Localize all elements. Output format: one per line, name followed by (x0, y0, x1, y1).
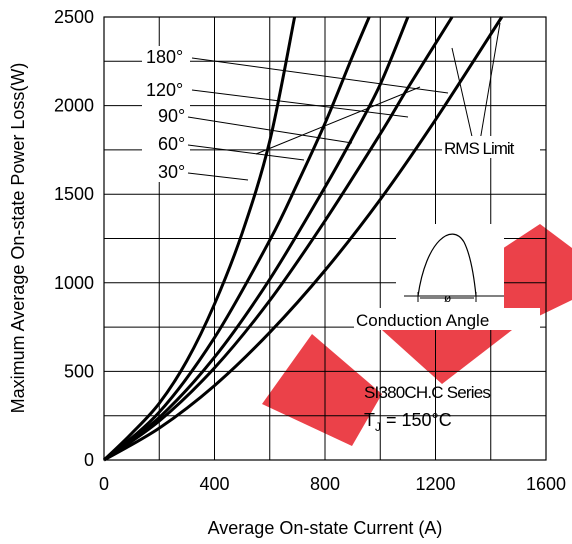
series-line-180 (103, 16, 504, 462)
watermark-e-bar (262, 334, 382, 446)
rms-leader-3 (479, 22, 501, 142)
conduction-angle-label: Conduction Angle (356, 311, 489, 330)
conduction-label-bg (354, 308, 540, 330)
rms-label-bg (442, 136, 540, 158)
inset-phi: ø (444, 291, 452, 305)
tj-label: TJ = 150°C (364, 410, 452, 434)
x-tick-label: 800 (310, 474, 340, 494)
y-tick-label: 2000 (54, 96, 94, 116)
x-tick-label: 1200 (415, 474, 455, 494)
label-bg (142, 46, 190, 182)
rms-limit-annotation: RMS Limit (255, 22, 540, 158)
inset-half-sine (417, 233, 477, 297)
series-name: SI380CH.C Series (364, 383, 490, 402)
y-axis-label: Maximum Average On-state Power Loss(W) (8, 63, 28, 414)
curves (102, 16, 504, 462)
y-tick-label: 1000 (54, 273, 94, 293)
y-axis-ticks: 0 500 1000 1500 2000 2500 (54, 7, 94, 470)
y-tick-label: 500 (64, 361, 94, 381)
leader-60 (187, 144, 305, 161)
y-tick-label: 0 (84, 450, 94, 470)
rms-leader-1 (255, 86, 421, 155)
leader-90 (187, 116, 353, 144)
series-line-90 (103, 16, 410, 462)
conduction-angle-inset: ø Conduction Angle (354, 224, 540, 330)
label-120: 120° (146, 80, 183, 100)
series-line-30 (102, 16, 297, 462)
plot-area (103, 16, 547, 461)
label-180: 180° (146, 47, 183, 67)
label-60: 60° (158, 134, 185, 154)
rms-limit-label: RMS Limit (444, 139, 515, 158)
series-line-120 (103, 16, 454, 462)
y-tick-label: 2500 (54, 7, 94, 27)
leader-180 (191, 57, 449, 94)
x-axis-label: Average On-state Current (A) (208, 518, 443, 538)
x-axis-ticks: 0 400 800 1200 1600 (99, 474, 566, 494)
rms-leader-2 (451, 47, 474, 142)
x-tick-label: 0 (99, 474, 109, 494)
x-tick-label: 400 (199, 474, 229, 494)
label-90: 90° (158, 106, 185, 126)
curve-labels: 180° 120° 90° 60° 30° (142, 46, 449, 182)
y-tick-label: 1500 (54, 184, 94, 204)
x-tick-label: 1600 (526, 474, 566, 494)
label-30: 30° (158, 162, 185, 182)
leader-30 (187, 172, 249, 181)
series-line-60 (103, 16, 371, 462)
leader-120 (191, 89, 409, 118)
